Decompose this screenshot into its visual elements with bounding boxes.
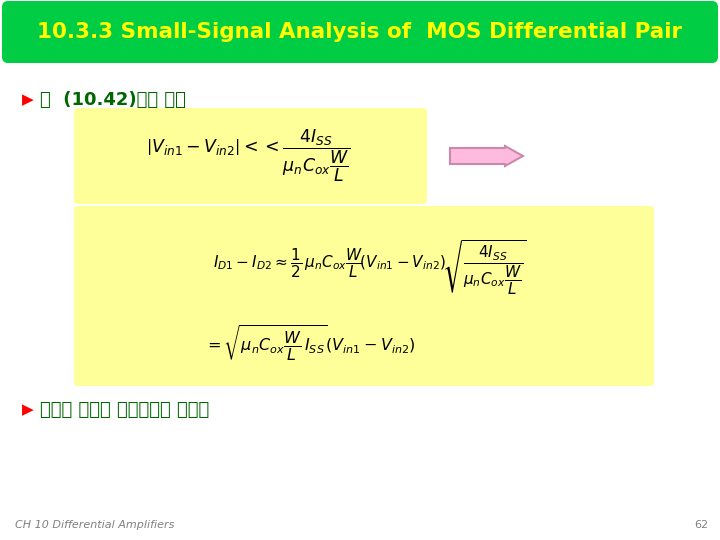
FancyArrow shape — [450, 146, 523, 166]
Text: $= \sqrt{\mu_n C_{ox} \dfrac{W}{L}\, I_{SS}}\left(V_{in1} - V_{in2}\right)$: $= \sqrt{\mu_n C_{ox} \dfrac{W}{L}\, I_{… — [204, 324, 416, 364]
Text: CH 10 Differential Amplifiers: CH 10 Differential Amplifiers — [15, 520, 174, 530]
Text: 62: 62 — [694, 520, 708, 530]
FancyBboxPatch shape — [74, 206, 654, 386]
Text: $\left|V_{in1} - V_{in2}\right| << \dfrac{4I_{SS}}{\mu_n C_{ox} \dfrac{W}{L}}$: $\left|V_{in1} - V_{in2}\right| << \dfra… — [145, 127, 351, 185]
FancyBboxPatch shape — [74, 108, 427, 204]
Text: 식  (10.42)에서 만약: 식 (10.42)에서 만약 — [40, 91, 186, 109]
Text: 10.3.3 Small-Signal Analysis of  MOS Differential Pair: 10.3.3 Small-Signal Analysis of MOS Diff… — [37, 22, 683, 42]
FancyBboxPatch shape — [2, 1, 718, 63]
Text: 입력과 출력은 선형적으로 비례함: 입력과 출력은 선형적으로 비례함 — [40, 401, 210, 419]
Text: ▶: ▶ — [22, 92, 34, 107]
Text: $I_{D1} - I_{D2} \approx \dfrac{1}{2}\,\mu_n C_{ox} \dfrac{W}{L}\!\left(V_{in1} : $I_{D1} - I_{D2} \approx \dfrac{1}{2}\,\… — [213, 239, 527, 297]
Text: ▶: ▶ — [22, 402, 34, 417]
